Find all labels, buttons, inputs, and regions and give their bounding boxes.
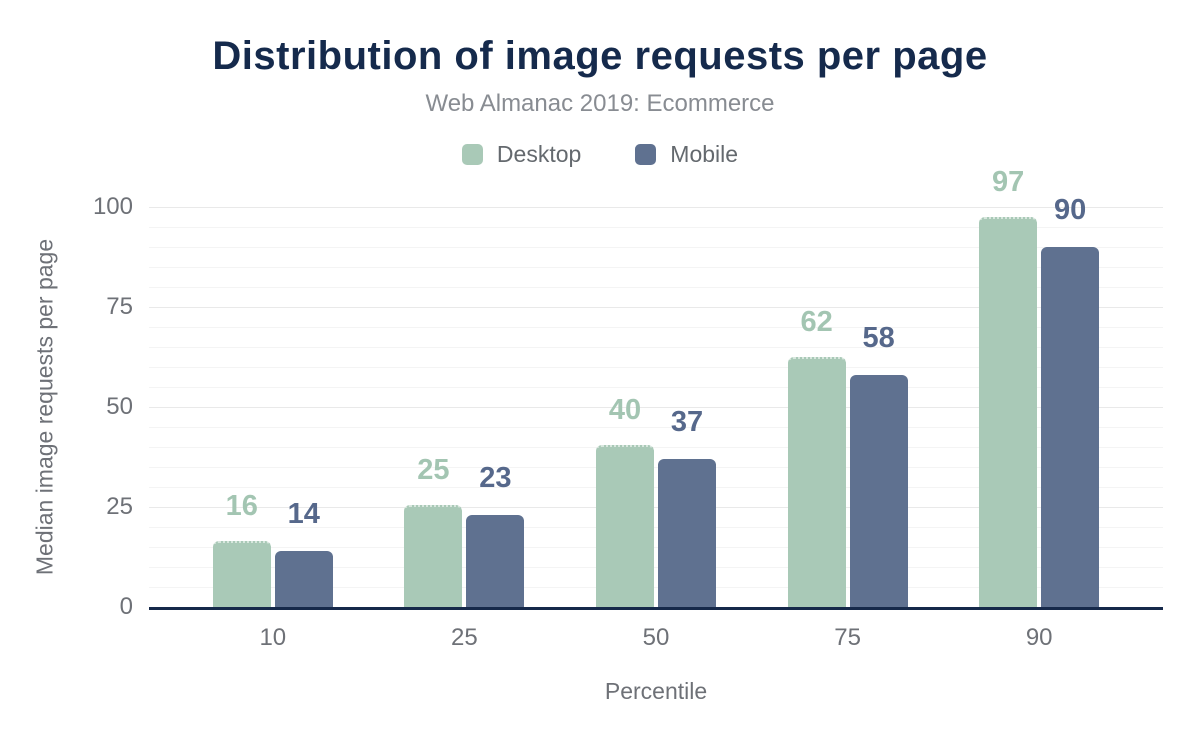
bar-mobile-p50[interactable]: 37 <box>657 408 716 607</box>
chart-title: Distribution of image requests per page <box>212 34 988 78</box>
bar-desktop-p75[interactable]: 62 <box>787 308 846 607</box>
x-tick-label-10: 10 <box>259 624 287 651</box>
category-group-10: 16 14 10 <box>177 207 369 651</box>
bar-desktop-p25[interactable]: 25 <box>404 456 463 607</box>
y-tick-label-0: 0 <box>119 593 133 620</box>
bar-desktop-p10[interactable]: 16 <box>212 492 271 607</box>
y-tick-label-50: 50 <box>106 393 133 420</box>
legend-item-mobile[interactable]: Mobile <box>635 141 738 168</box>
chart-subtitle: Web Almanac 2019: Ecommerce <box>425 90 775 117</box>
legend-item-desktop[interactable]: Desktop <box>461 141 582 168</box>
bar-value-label-desktop-p75: 62 <box>800 306 833 338</box>
plot-area: 16 14 10 25 23 25 40 37 50 62 58 75 97 90 90 <box>149 168 1163 651</box>
bar-mobile-p10[interactable]: 14 <box>274 500 333 607</box>
bar-value-label-mobile-p25: 23 <box>479 462 512 494</box>
legend-label-mobile: Mobile <box>670 141 739 167</box>
bar-value-label-desktop-p50: 40 <box>608 394 642 426</box>
category-group-75: 62 58 75 <box>752 207 944 651</box>
bar-value-label-desktop-p25: 25 <box>417 454 450 486</box>
category-group-25: 25 23 25 <box>369 207 561 651</box>
bar-value-label-mobile-p10: 14 <box>287 498 320 530</box>
legend-label-desktop: Desktop <box>496 141 582 167</box>
bar-value-label-desktop-p10: 16 <box>225 490 258 522</box>
bar-value-label-mobile-p50: 37 <box>670 406 704 438</box>
y-axis-tick-labels: 0 25 50 75 100 <box>0 193 133 620</box>
bar-mobile-p75[interactable]: 58 <box>849 324 908 607</box>
bar-mobile-p25[interactable]: 23 <box>466 464 525 607</box>
x-tick-label-25: 25 <box>451 624 478 651</box>
mobile-series-swatch-icon <box>635 144 657 165</box>
legend: Desktop Mobile <box>0 141 1200 168</box>
category-group-50: 40 37 50 <box>560 207 752 651</box>
bar-desktop-p50[interactable]: 40 <box>595 396 654 607</box>
bar-value-label-mobile-p75: 58 <box>862 322 895 354</box>
y-tick-label-100: 100 <box>92 193 133 220</box>
x-tick-label-90: 90 <box>1025 624 1053 651</box>
bar-desktop-p90[interactable]: 97 <box>979 168 1038 607</box>
x-axis-title: Percentile <box>604 678 708 704</box>
x-tick-label-75: 75 <box>834 624 861 651</box>
bar-mobile-p90[interactable]: 90 <box>1041 196 1100 607</box>
desktop-series-swatch-icon <box>461 144 483 165</box>
category-group-90: 97 90 90 <box>943 168 1135 651</box>
bar-value-label-mobile-p90: 90 <box>1054 194 1087 226</box>
x-tick-label-50: 50 <box>642 624 670 651</box>
bars-container: 16 14 10 25 23 25 40 37 50 62 58 75 97 90 90 <box>149 168 1163 651</box>
y-tick-label-25: 25 <box>106 493 133 520</box>
bar-value-label-desktop-p90: 97 <box>992 166 1025 198</box>
y-tick-label-75: 75 <box>106 293 133 320</box>
